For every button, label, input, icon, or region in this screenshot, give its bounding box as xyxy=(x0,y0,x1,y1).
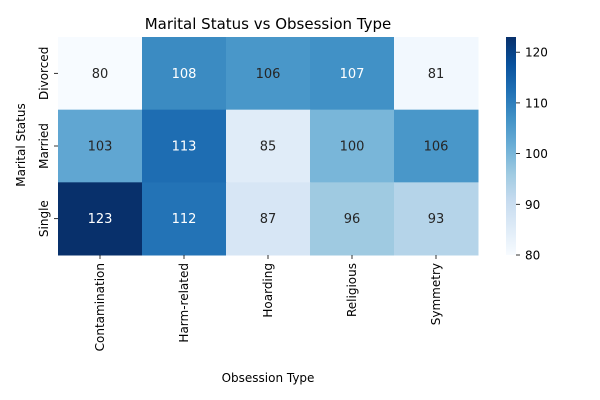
x-axis-ticks: Contamination Harm-related Hoarding Religio… xyxy=(93,255,443,351)
y-axis-label: Marital Status xyxy=(14,103,28,186)
chart-title: Marital Status vs Obsession Type xyxy=(145,15,392,33)
colorbar-tick-label: 120 xyxy=(525,46,548,60)
heatmap-cell xyxy=(310,182,395,256)
x-axis-label: Obsession Type xyxy=(222,371,315,385)
y-tick-label: Single xyxy=(37,200,51,237)
heatmap-cell xyxy=(58,182,143,256)
y-tick-label: Married xyxy=(37,123,51,169)
colorbar-tick-label: 110 xyxy=(525,96,548,110)
heatmap-cells xyxy=(58,37,479,256)
colorbar-tick-label: 100 xyxy=(525,147,548,161)
x-tick-label: Religious xyxy=(345,263,359,317)
heatmap-cell xyxy=(310,37,395,111)
y-axis-ticks: Divorced Married Single xyxy=(37,47,58,237)
cell-value-label: 106 xyxy=(424,140,449,155)
cell-value-label: 96 xyxy=(344,212,361,227)
cell-value-label: 112 xyxy=(172,212,197,227)
cell-value-label: 107 xyxy=(340,67,365,82)
heatmap-cell xyxy=(142,182,227,256)
heatmap-cell xyxy=(394,37,479,111)
x-tick-label: Harm-related xyxy=(177,263,191,343)
heatmap-cell xyxy=(142,37,227,111)
cell-value-label: 100 xyxy=(340,140,365,155)
x-tick-label: Contamination xyxy=(93,263,107,351)
heatmap-cell-labels: 80 108 106 107 81 103 113 85 100 106 123 112 87 96 93 xyxy=(88,67,449,227)
heatmap-cell xyxy=(226,182,311,256)
heatmap-cell xyxy=(394,182,479,256)
heatmap-cell xyxy=(58,37,143,111)
cell-value-label: 103 xyxy=(88,140,113,155)
x-tick-label: Symmetry xyxy=(429,263,443,325)
cell-value-label: 85 xyxy=(260,140,277,155)
cell-value-label: 87 xyxy=(260,212,277,227)
cell-value-label: 113 xyxy=(172,140,197,155)
heatmap-cell xyxy=(142,109,227,183)
heatmap-cell xyxy=(394,109,479,183)
colorbar-tick-label: 80 xyxy=(525,249,540,263)
heatmap-cell xyxy=(226,109,311,183)
heatmap-cell xyxy=(310,109,395,183)
y-tick-label: Divorced xyxy=(37,47,51,100)
cell-value-label: 81 xyxy=(428,67,445,82)
cell-value-label: 106 xyxy=(256,67,281,82)
cell-value-label: 123 xyxy=(88,212,113,227)
x-tick-label: Hoarding xyxy=(261,263,275,318)
colorbar-tick-label: 90 xyxy=(525,198,540,212)
cell-value-label: 108 xyxy=(172,67,197,82)
cell-value-label: 93 xyxy=(428,212,445,227)
cell-value-label: 80 xyxy=(92,67,109,82)
heatmap-cell xyxy=(58,109,143,183)
heatmap-cell xyxy=(226,37,311,111)
colorbar xyxy=(506,37,516,255)
colorbar-ticks: 80 90 100 110 120 xyxy=(516,46,548,263)
